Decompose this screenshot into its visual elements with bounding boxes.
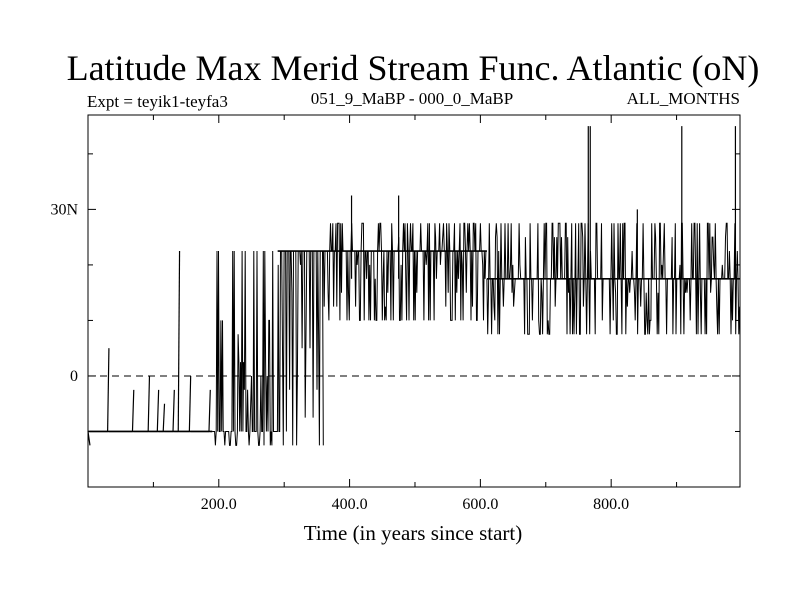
series-line-segment [177,251,181,432]
y-tick-label: 0 [70,368,78,385]
series-line-segment [162,403,166,432]
plot-frame [87,114,741,488]
series-line-segment [147,375,151,432]
x-axis-label: Time (in years since start) [304,521,523,545]
x-tick-label: 600.0 [462,496,498,513]
y-tick-label: 30N [50,201,78,218]
series-line-segment [172,389,175,432]
chart-subtitle-left: Expt = teyik1-teyfa3 [87,92,228,111]
series-line-segment [107,348,110,432]
series-noise-region [280,250,324,446]
series-line-segment [208,389,211,432]
x-tick-label: 800.0 [593,496,629,513]
axis-ticks: 200.0 400.0 600.0 800.0 0 30N [50,115,740,513]
chart-title: Latitude Max Merid Stream Func. Atlantic… [67,48,760,88]
chart-subtitle-center: 051_9_MaBP - 000_0_MaBP [311,89,513,108]
series-line-segment [188,375,192,432]
series-line-segment [156,389,160,432]
x-tick-label: 400.0 [332,496,368,513]
series-noise-region [486,222,741,335]
series-line-segment [131,389,135,432]
x-tick-label: 200.0 [201,496,237,513]
series-noise-region [322,222,487,321]
chart-subtitle-right: ALL_MONTHS [627,89,740,108]
plot-area [87,126,741,446]
series-noise-region [212,250,281,446]
